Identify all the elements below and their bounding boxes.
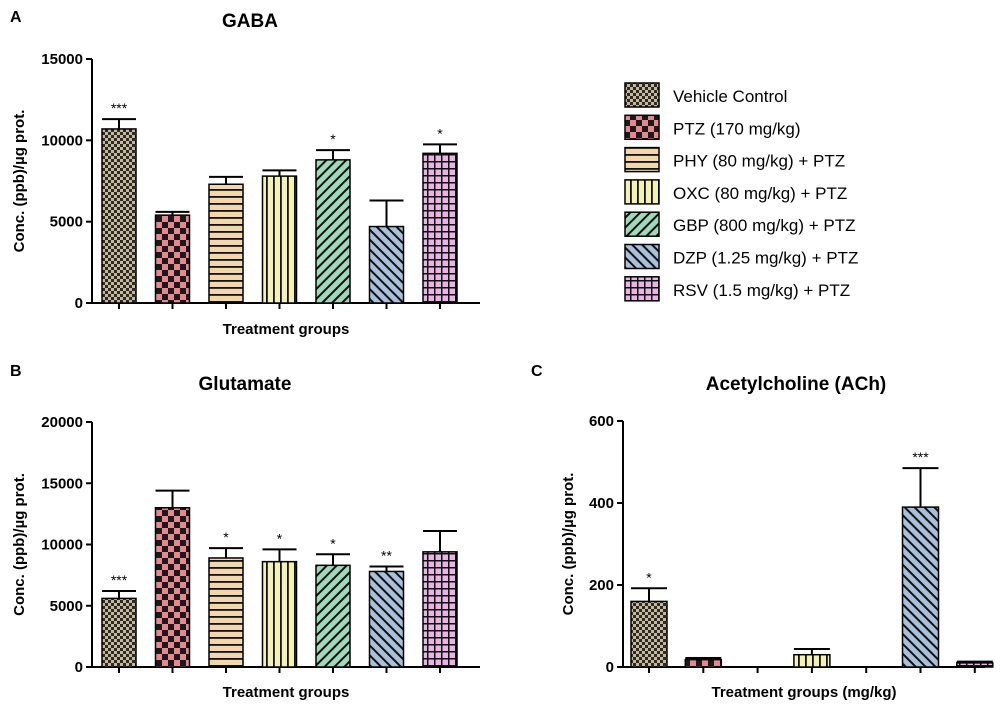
- legend-label: Vehicle Control: [673, 87, 787, 106]
- panel-letter: B: [10, 363, 22, 380]
- bar-diag-down: [901, 506, 940, 668]
- bar-diag-up: [315, 564, 351, 668]
- y-tick-label: 5000: [50, 214, 83, 231]
- bar-grid: [422, 152, 458, 304]
- bar-checker-coarse: [154, 507, 191, 668]
- significance-label: *: [223, 529, 229, 545]
- legend-label: PHY (80 mg/kg) + PTZ: [673, 152, 845, 171]
- legend-swatch: [624, 179, 660, 205]
- y-tick-label: 20000: [41, 414, 83, 431]
- y-tick-label: 5000: [50, 598, 83, 615]
- significance-label: *: [330, 535, 336, 551]
- legend-label: PTZ (170 mg/kg): [673, 119, 801, 138]
- legend-label: DZP (1.25 mg/kg) + PTZ: [673, 249, 858, 268]
- y-tick-label: 15000: [41, 51, 83, 68]
- significance-label: ***: [111, 100, 128, 116]
- legend-swatch: [624, 146, 660, 173]
- y-tick-label: 600: [589, 413, 614, 430]
- significance-label: ***: [111, 572, 128, 588]
- bar-diag-up: [315, 159, 351, 304]
- significance-label: **: [381, 548, 392, 564]
- panel-acetylcholine: C Acetylcholine (ACh) 0 200 400 600 Conc. (ppb…: [531, 363, 994, 701]
- panel-letter: A: [10, 9, 22, 26]
- bar-checker-fine: [101, 597, 137, 668]
- y-axis-label: Conc. (ppb)/µg prot.: [11, 110, 28, 253]
- bar-grid: [956, 662, 994, 668]
- bar-checker-coarse: [154, 214, 191, 304]
- chart-title: GABA: [222, 11, 278, 32]
- y-axis-label: Conc. (ppb)/µg prot.: [560, 473, 577, 616]
- bar-checker-coarse: [684, 658, 723, 668]
- legend-swatch: [624, 114, 660, 141]
- legend-swatch: [624, 276, 660, 302]
- significance-label: *: [646, 569, 652, 585]
- y-tick-label: 0: [75, 659, 83, 676]
- legend-label: GBP (800 mg/kg) + PTZ: [673, 216, 856, 235]
- bar-diag-down: [368, 225, 405, 304]
- x-axis-label: Treatment groups: [223, 321, 350, 338]
- bar-checker-fine: [630, 600, 668, 668]
- bar-vertical: [261, 560, 298, 668]
- bar-vertical: [261, 175, 298, 304]
- panel-gaba: A GABA 0 5000 10000 15000 Conc. (ppb)/µg prot.…: [10, 9, 480, 338]
- y-tick-label: 15000: [41, 475, 83, 492]
- x-axis-label: Treatment groups: [223, 684, 350, 701]
- bar-grid: [422, 551, 458, 668]
- y-axis-label: Conc. (ppb)/µg prot.: [11, 473, 28, 616]
- y-tick-label: 10000: [41, 537, 83, 554]
- significance-label: ***: [912, 449, 929, 465]
- bar-horizontal: [208, 183, 244, 304]
- bar-diag-down: [368, 570, 405, 668]
- significance-label: *: [437, 125, 443, 141]
- bar-vertical: [793, 653, 831, 668]
- significance-label: *: [277, 530, 283, 546]
- legend-swatch: [624, 82, 660, 108]
- y-tick-label: 400: [589, 495, 614, 512]
- chart-title: Glutamate: [199, 374, 292, 395]
- panel-letter: C: [531, 363, 543, 380]
- significance-label: *: [330, 131, 336, 147]
- chart-title: Acetylcholine (ACh): [706, 374, 887, 395]
- bar-checker-fine: [101, 128, 137, 304]
- x-axis-label: Treatment groups (mg/kg): [711, 684, 896, 701]
- y-tick-label: 200: [589, 577, 614, 594]
- y-tick-label: 0: [75, 295, 83, 312]
- bar-horizontal: [208, 557, 244, 668]
- legend-label: RSV (1.5 mg/kg) + PTZ: [673, 281, 850, 300]
- legend-label: OXC (80 mg/kg) + PTZ: [673, 184, 847, 203]
- legend-swatch: [624, 243, 660, 270]
- y-tick-label: 0: [606, 659, 614, 676]
- legend: Vehicle Control PTZ (170 mg/kg) PHY (80 mg…: [624, 82, 858, 302]
- panel-glutamate: B Glutamate 0 5000 10000 15000 20000 Conc. (ppb…: [10, 363, 480, 701]
- legend-swatch: [624, 211, 660, 237]
- y-tick-label: 10000: [41, 132, 83, 149]
